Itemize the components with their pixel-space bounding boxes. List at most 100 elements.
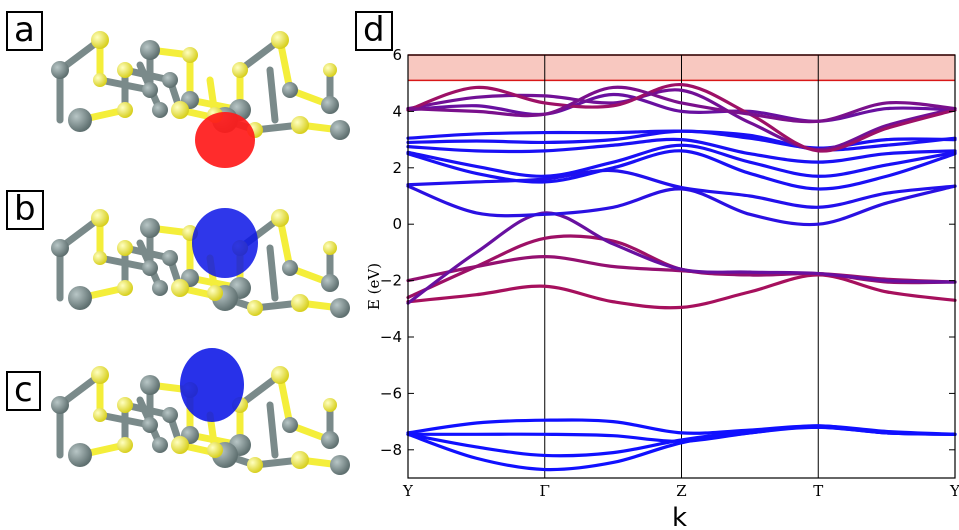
atom	[117, 62, 133, 78]
band-line	[406, 85, 957, 124]
structure-c-image	[51, 348, 350, 475]
x-tick-label: Y	[949, 482, 959, 500]
x-tick-label: Γ	[540, 482, 550, 500]
band-line	[406, 92, 957, 123]
atom	[152, 280, 168, 296]
atom	[91, 366, 109, 384]
atom	[207, 285, 223, 301]
atom	[117, 240, 133, 256]
y-tick-label: 6	[392, 46, 402, 64]
atom	[330, 455, 350, 475]
atom	[51, 396, 69, 414]
atom	[321, 96, 339, 114]
atom	[182, 47, 198, 63]
atom	[142, 82, 158, 98]
atom	[68, 108, 92, 132]
atom	[330, 298, 350, 318]
atom	[323, 398, 337, 412]
atom	[321, 274, 339, 292]
bond	[266, 401, 279, 459]
y-tick-label: −8	[380, 441, 402, 459]
band-line	[406, 129, 957, 152]
atom	[330, 120, 350, 140]
x-axis-label: k	[672, 503, 687, 530]
atom	[140, 218, 160, 238]
atom	[152, 437, 168, 453]
atom	[142, 417, 158, 433]
atom	[291, 451, 309, 469]
atom	[91, 209, 109, 227]
atom	[282, 417, 298, 433]
atom	[91, 31, 109, 49]
y-ticks: −8 −6 −4 −2 0 2 4 6	[380, 46, 955, 459]
y-tick-label: 4	[392, 102, 402, 120]
atom	[117, 397, 133, 413]
atom	[152, 102, 168, 118]
atom	[271, 366, 289, 384]
band-line	[406, 425, 957, 472]
bond	[266, 66, 279, 124]
atom	[171, 101, 189, 119]
atom	[232, 62, 248, 78]
band-line	[406, 168, 957, 209]
atom	[93, 408, 107, 422]
bands	[406, 83, 957, 472]
band-line	[406, 83, 957, 153]
structure-b-image	[51, 208, 350, 318]
panel-label-d: d	[355, 11, 393, 51]
y-tick-label: 0	[392, 215, 402, 233]
x-tick-label: T	[813, 482, 823, 500]
plot-frame	[407, 54, 956, 479]
y-tick-label: 2	[392, 159, 402, 177]
band-line	[406, 211, 957, 305]
atom	[282, 260, 298, 276]
atom	[323, 63, 337, 77]
atom	[162, 407, 178, 423]
panel-label-b: b	[6, 190, 44, 230]
atom	[247, 300, 263, 316]
atom	[68, 443, 92, 467]
x-tick-label: Y	[402, 482, 414, 500]
bond	[266, 244, 279, 302]
y-axis-label: E (eV)	[365, 263, 383, 310]
atom	[207, 442, 223, 458]
kpoint-lines	[544, 55, 819, 478]
structure-a-image	[51, 31, 350, 168]
atom	[51, 239, 69, 257]
atom	[162, 250, 178, 266]
atom	[271, 31, 289, 49]
atom	[117, 280, 133, 296]
band-line	[406, 149, 957, 191]
band-line	[406, 137, 957, 164]
atom	[93, 251, 107, 265]
atom	[271, 209, 289, 227]
band-line	[406, 88, 957, 152]
atom	[68, 286, 92, 310]
y-tick-label: −2	[380, 272, 402, 290]
atom	[171, 279, 189, 297]
atom	[93, 73, 107, 87]
atom	[247, 457, 263, 473]
atom	[171, 436, 189, 454]
atom	[323, 241, 337, 255]
atom	[291, 116, 309, 134]
band-line	[406, 273, 957, 310]
atom	[51, 61, 69, 79]
y-tick-label: −4	[380, 328, 402, 346]
y-tick-label: −6	[380, 384, 402, 402]
orbital-isosurface	[195, 112, 255, 168]
orbital-isosurface	[180, 348, 244, 422]
x-tick-label: Z	[676, 482, 686, 500]
band-line	[406, 143, 957, 178]
panel-label-a: a	[6, 11, 43, 51]
atom	[321, 431, 339, 449]
atom	[162, 72, 178, 88]
atom	[117, 102, 133, 118]
atom	[117, 437, 133, 453]
panel-label-c: c	[6, 371, 41, 411]
atom	[140, 375, 160, 395]
atom	[282, 82, 298, 98]
atom	[142, 260, 158, 276]
